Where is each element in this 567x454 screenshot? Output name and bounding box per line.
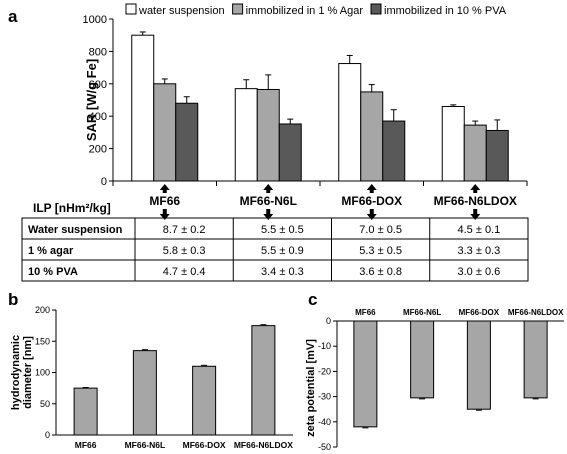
table-cell: 5.5 ± 0.9 — [261, 245, 304, 257]
bar — [360, 91, 384, 182]
up-arrow-icon — [470, 184, 481, 193]
y-tick-label: -40 — [318, 417, 331, 427]
y-axis-label: diameter [nm] — [22, 336, 34, 409]
category-label: MF66-N6L — [125, 440, 166, 450]
table-cell: 3.6 ± 0.8 — [359, 266, 402, 278]
category-label: MF66-N6LDOX — [434, 194, 517, 208]
bar — [234, 88, 258, 182]
table-header-label: ILP [nHm²/kg] — [33, 201, 111, 215]
table-cell: 4.7 ± 0.4 — [163, 266, 206, 278]
category-label: MF66-N6L — [403, 308, 441, 317]
category-label: MF66-DOX — [183, 440, 226, 450]
category-label: MF66-N6L — [240, 194, 297, 208]
y-tick-label: 50 — [40, 399, 50, 409]
diameter-chart: 0 50 100 150 200 hydrodynamic diameter [nm] MF6… — [10, 305, 293, 450]
category-label: MF66-DOX — [459, 308, 500, 317]
category-label: MF66-N6LDOX — [234, 440, 293, 450]
table-border — [21, 217, 529, 282]
down-arrow-icon — [159, 209, 170, 220]
table-row-label: Water suspension — [28, 224, 123, 236]
bar — [338, 63, 362, 182]
table-cell: 3.4 ± 0.3 — [261, 266, 304, 278]
legend-swatch — [232, 3, 244, 15]
bar — [251, 325, 276, 436]
down-arrow-icon — [263, 209, 274, 220]
down-arrow-icon — [366, 209, 377, 220]
y-tick-label: -20 — [318, 366, 331, 376]
bar — [175, 102, 199, 182]
table-cell: 3.3 ± 0.3 — [458, 245, 501, 257]
bar — [466, 320, 491, 410]
bar — [410, 320, 435, 399]
bar — [463, 124, 487, 182]
table-cell: 8.7 ± 0.2 — [163, 224, 206, 236]
category-label: MF66 — [75, 440, 97, 450]
bar — [192, 365, 217, 436]
table-cell: 5.8 ± 0.3 — [163, 245, 206, 257]
y-axis-label: zeta potential [mV] — [305, 339, 317, 437]
y-tick-label: 600 — [89, 79, 107, 91]
category-label: MF66-DOX — [341, 194, 402, 208]
legend-label: immobilized in 10 % PVA — [384, 5, 507, 17]
bar — [382, 120, 406, 182]
y-tick-label: 150 — [35, 336, 50, 346]
bar — [73, 387, 98, 436]
legend-swatch — [370, 3, 382, 15]
legend-swatch — [125, 3, 137, 15]
y-tick-label: 0 — [45, 430, 50, 440]
y-tick-label: 100 — [35, 368, 50, 378]
table-row-label: 1 % agar — [28, 245, 74, 257]
category-label: MF66 — [149, 194, 180, 208]
y-tick-label: -10 — [318, 341, 331, 351]
legend-label: immobilized in 1 % Agar — [246, 5, 364, 17]
y-tick-label: 0 — [326, 316, 331, 326]
table-cell: 5.5 ± 0.5 — [261, 224, 304, 236]
table-cell: 5.3 ± 0.5 — [359, 245, 402, 257]
table-cell: 7.0 ± 0.5 — [359, 224, 402, 236]
y-tick-label: 1000 — [83, 14, 107, 26]
up-arrow-icon — [366, 184, 377, 193]
y-axis-label: SAR [W/g Fe] — [84, 59, 99, 141]
panel-a-letter: a — [8, 7, 18, 26]
sar-chart: 0 200 400 600 800 1000 SAR [W/g Fe] MF66 MF66-N6… — [83, 3, 528, 220]
panel-c-letter: c — [308, 290, 317, 309]
y-tick-label: 800 — [89, 46, 107, 58]
y-tick-label: -50 — [318, 442, 331, 452]
bar — [485, 129, 509, 182]
up-arrow-icon — [263, 184, 274, 193]
y-tick-label: -30 — [318, 392, 331, 402]
category-label: MF66 — [355, 308, 376, 317]
panel-b-letter: b — [8, 290, 18, 309]
table-row-label: 10 % PVA — [28, 266, 78, 278]
up-arrow-icon — [159, 184, 170, 193]
bar — [353, 320, 378, 428]
bar — [131, 34, 155, 182]
legend-label: water suspension — [138, 5, 225, 17]
category-label: MF66-N6LDOX — [508, 308, 564, 317]
bar — [153, 83, 177, 182]
ilp-table: ILP [nHm²/kg] Water suspension 8.7 ± 0.2 5.… — [21, 201, 529, 282]
table-cell: 4.5 ± 0.1 — [458, 224, 501, 236]
y-tick-label: 200 — [89, 144, 107, 156]
bar — [523, 320, 548, 399]
y-tick-label: 0 — [101, 176, 107, 188]
table-cell: 3.0 ± 0.6 — [458, 266, 501, 278]
y-tick-label: 400 — [89, 111, 107, 123]
bar — [256, 88, 280, 182]
bar — [278, 123, 302, 182]
bar — [132, 350, 157, 436]
down-arrow-icon — [470, 209, 481, 220]
y-axis-label: hydrodynamic — [10, 335, 22, 410]
bar — [441, 105, 465, 182]
y-tick-label: 200 — [35, 305, 50, 315]
